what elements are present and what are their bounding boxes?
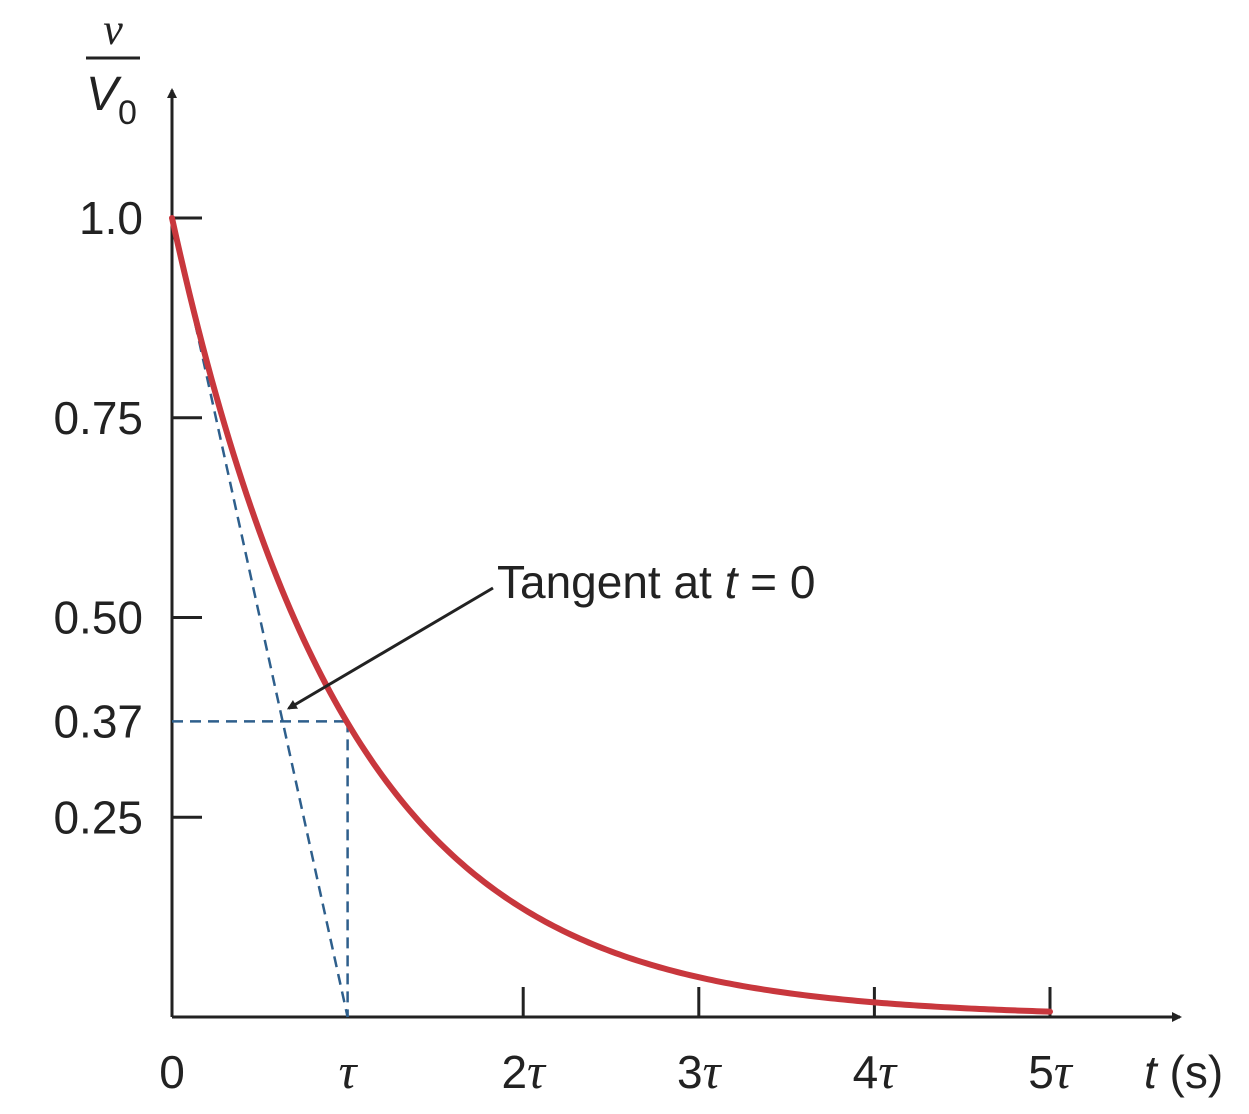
y-tick-label: 0.37 <box>53 695 143 747</box>
series-group <box>169 215 1053 1015</box>
x-label-var: t <box>1144 1046 1159 1098</box>
x-ticks: 0 τ 2τ 3τ 4τ 5τ <box>159 987 1074 1099</box>
y-label-denominator: V <box>86 68 122 121</box>
y-ticks: 1.0 0.75 0.50 0.37 0.25 <box>53 192 202 843</box>
annotation-suffix: = 0 <box>737 556 815 608</box>
x-axis-label: t (s) <box>1144 1046 1223 1098</box>
x-tick-label: 0 <box>159 1046 185 1098</box>
x-tick-label: 4τ <box>853 1043 899 1099</box>
x-tick-tau: τ <box>703 1043 723 1099</box>
x-tick-label: τ <box>339 1043 359 1099</box>
x-tick-coefficient: 5 <box>1028 1046 1054 1098</box>
y-tick-label: 0.75 <box>53 392 143 444</box>
y-tick-label: 1.0 <box>79 192 143 244</box>
x-tick-coefficient: 3 <box>677 1046 703 1098</box>
y-axis-label: v V 0 <box>86 5 140 132</box>
decay-curve <box>169 215 1053 1015</box>
y-label-subscript: 0 <box>118 94 137 132</box>
annotation-arrow <box>286 586 494 710</box>
y-tick-label: 0.25 <box>53 791 143 843</box>
x-tick-label: 3τ <box>677 1043 723 1099</box>
annotation-var: t <box>725 556 740 608</box>
x-tick-tau: τ <box>339 1043 359 1099</box>
x-tick-label: 5τ <box>1028 1043 1074 1099</box>
y-tick-label: 0.50 <box>53 592 143 644</box>
x-tick-coefficient: 2 <box>501 1046 527 1098</box>
x-tick-tau: τ <box>527 1043 547 1099</box>
x-label-unit: (s) <box>1157 1046 1223 1098</box>
y-label-numerator: v <box>103 5 123 54</box>
annotation-prefix: Tangent at <box>497 556 725 608</box>
x-tick-label: 2τ <box>501 1043 547 1099</box>
x-tick-tau: τ <box>878 1043 898 1099</box>
annotation-text: Tangent at t = 0 <box>497 556 815 608</box>
x-tick-coefficient: 4 <box>853 1046 879 1098</box>
x-tick-tau: τ <box>1054 1043 1074 1099</box>
